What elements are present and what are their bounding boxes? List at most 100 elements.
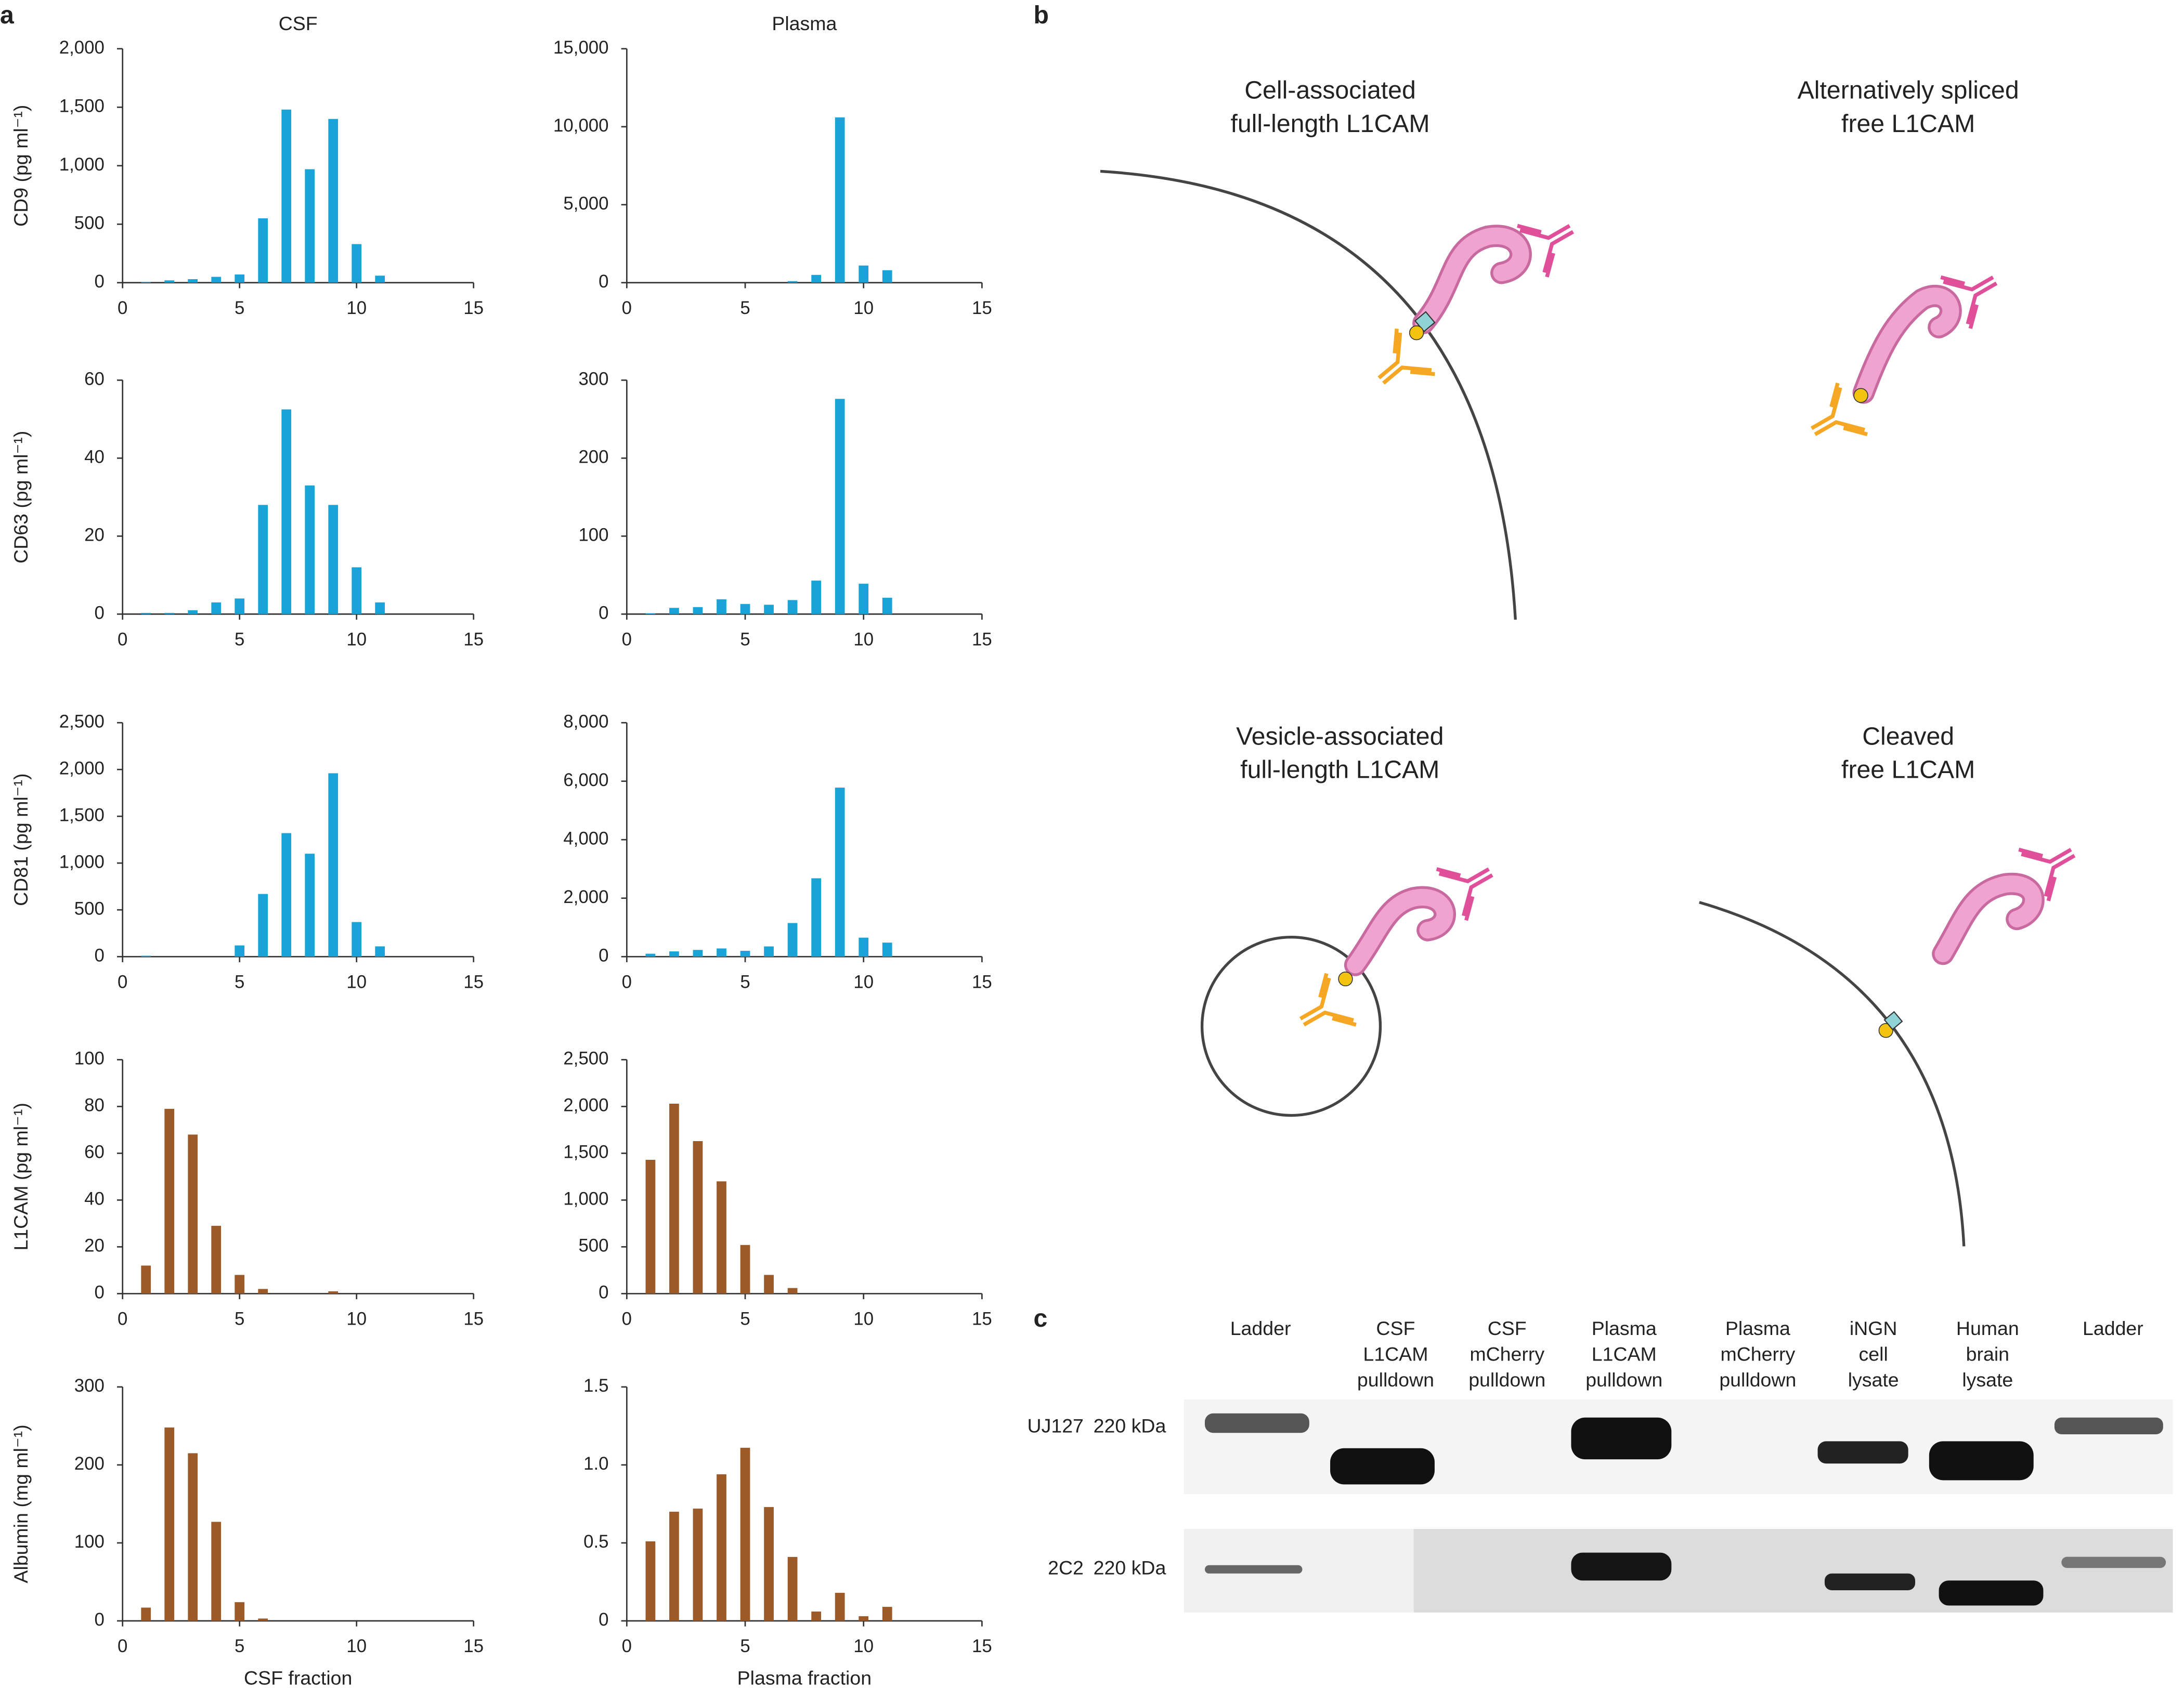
x-tick-label: 15 <box>463 972 484 992</box>
bar <box>693 1508 703 1621</box>
bar <box>882 1606 892 1621</box>
y-tick-label: 0 <box>95 945 105 965</box>
lane-label: pulldown <box>1719 1369 1796 1391</box>
x-tick-label: 0 <box>118 1636 127 1656</box>
bar <box>328 119 339 283</box>
bar <box>764 605 774 614</box>
y-tick-label: 300 <box>578 369 608 389</box>
y-axis-label: Albumin (mg ml⁻¹) <box>10 1424 32 1583</box>
bar <box>164 280 175 283</box>
bar <box>375 946 385 957</box>
x-tick-label: 0 <box>118 1309 127 1329</box>
x-tick-label: 15 <box>463 298 484 318</box>
y-tick-label: 500 <box>74 213 105 233</box>
bar <box>235 598 245 614</box>
lane-label: brain <box>1966 1343 2009 1365</box>
bar <box>835 1592 845 1621</box>
bar <box>328 773 339 957</box>
y-tick-label: 40 <box>84 447 105 467</box>
y-tick-label: 20 <box>84 1236 105 1256</box>
x-tick-label: 15 <box>972 298 992 318</box>
y-tick-label: 200 <box>74 1454 105 1474</box>
x-tick-label: 10 <box>346 298 367 318</box>
y-tick-label: 0 <box>95 603 105 623</box>
bar <box>740 950 750 957</box>
y-tick-label: 1,000 <box>59 852 105 872</box>
lane-label: iNGN <box>1850 1317 1897 1339</box>
bar <box>281 109 292 283</box>
x-tick-label: 15 <box>972 1636 992 1656</box>
band <box>1571 1417 1672 1460</box>
bar <box>859 583 869 614</box>
bar <box>645 613 656 614</box>
band <box>1939 1580 2044 1606</box>
bar <box>188 1453 198 1621</box>
size-label: 220 kDa <box>1094 1415 1166 1436</box>
y-tick-label: 0.5 <box>583 1532 608 1552</box>
bar <box>352 244 362 283</box>
bar <box>740 1447 750 1621</box>
lane-label: Plasma <box>1592 1317 1657 1339</box>
y-tick-label: 0 <box>95 1283 105 1303</box>
x-tick-label: 5 <box>235 298 244 318</box>
bar <box>835 399 845 614</box>
x-tick-label: 0 <box>622 1636 632 1656</box>
band <box>1204 1413 1309 1433</box>
bar <box>693 1141 703 1294</box>
y-tick-label: 2,000 <box>59 758 105 778</box>
y-tick-label: 2,000 <box>563 887 608 907</box>
x-tick-label: 15 <box>972 1309 992 1329</box>
lane-label: Ladder <box>2083 1317 2143 1339</box>
epitope <box>1409 325 1424 341</box>
bar <box>787 1556 798 1621</box>
x-tick-label: 5 <box>740 1309 750 1329</box>
diagram-label: full-length L1CAM <box>1230 110 1429 138</box>
bar <box>882 943 892 957</box>
bar <box>859 937 869 957</box>
y-tick-label: 1,500 <box>59 96 105 116</box>
y-tick-label: 0 <box>95 1610 105 1630</box>
bar <box>258 894 268 957</box>
x-tick-label: 5 <box>740 629 750 649</box>
band <box>1204 1565 1303 1574</box>
x-tick-label: 0 <box>622 972 632 992</box>
bar <box>281 409 292 614</box>
y-tick-label: 500 <box>578 1236 608 1256</box>
l1cam-protein <box>1347 888 1453 974</box>
x-tick-label: 5 <box>740 972 750 992</box>
bar <box>669 1511 679 1621</box>
y-tick-label: 4,000 <box>563 828 608 848</box>
bar <box>693 950 703 957</box>
l1cam-protein <box>1415 227 1529 332</box>
bar <box>693 607 703 614</box>
panel-label: b <box>1034 1 1049 29</box>
diagram-label: free L1CAM <box>1841 756 1975 784</box>
bar <box>764 1507 774 1621</box>
antibody <box>1362 329 1435 403</box>
y-tick-label: 8,000 <box>563 711 608 731</box>
bar <box>717 1181 726 1294</box>
y-axis-label: CD81 (pg ml⁻¹) <box>10 774 32 906</box>
bar <box>141 1265 151 1294</box>
bar <box>141 613 151 614</box>
lane-label: lysate <box>1848 1369 1899 1391</box>
bar <box>258 1618 268 1621</box>
y-tick-label: 0 <box>599 271 608 292</box>
bar <box>764 1275 774 1294</box>
x-axis-label: Plasma fraction <box>737 1667 872 1688</box>
y-axis-label: CD9 (pg ml⁻¹) <box>10 105 32 227</box>
diagram-label: Vesicle-associated <box>1236 722 1444 750</box>
chart-title: CSF <box>279 12 318 34</box>
x-tick-label: 10 <box>853 298 874 318</box>
blot <box>1184 1399 2173 1613</box>
x-tick-label: 10 <box>853 972 874 992</box>
bar <box>188 279 198 283</box>
panel-label: c <box>1034 1304 1048 1332</box>
bar <box>281 833 292 957</box>
bar <box>211 602 222 614</box>
y-tick-label: 60 <box>84 1142 105 1162</box>
x-tick-label: 15 <box>463 1309 484 1329</box>
x-tick-label: 10 <box>853 1636 874 1656</box>
antibody-label: 2C2 <box>1048 1557 1084 1579</box>
x-tick-label: 15 <box>972 972 992 992</box>
